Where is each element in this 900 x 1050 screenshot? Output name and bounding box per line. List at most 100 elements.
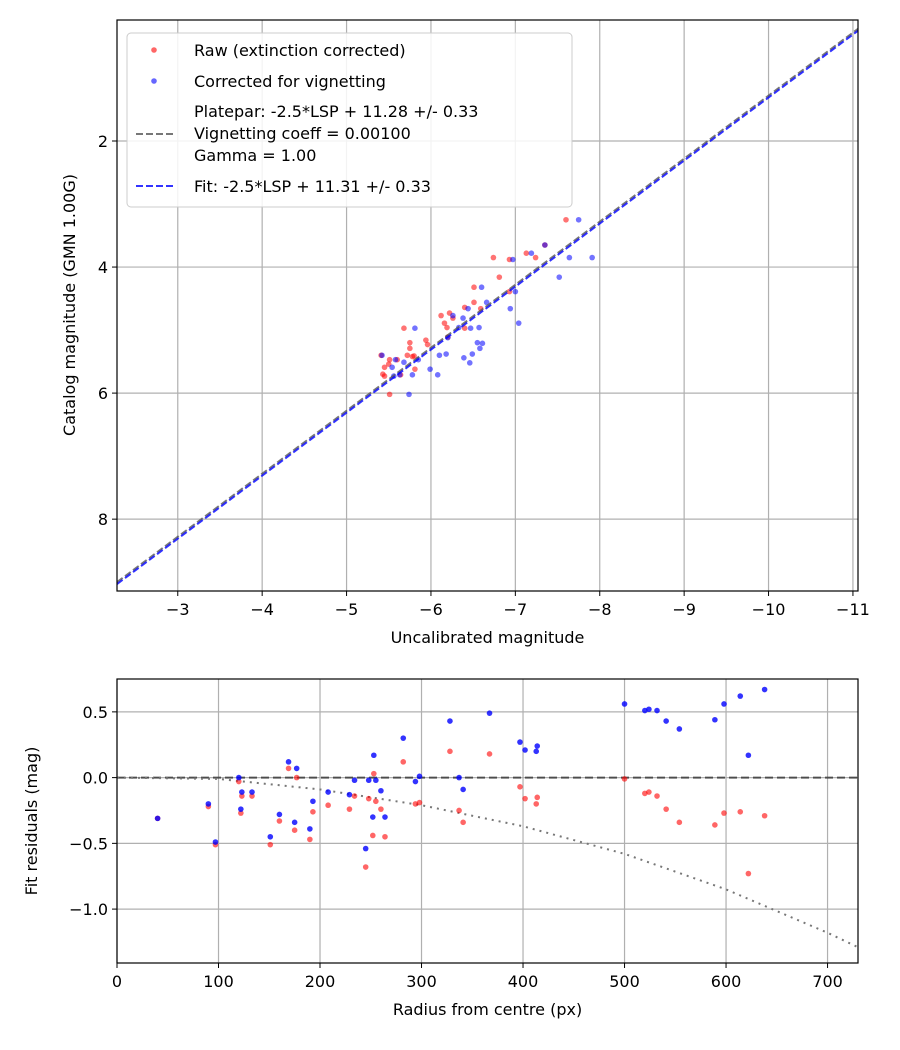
corrected-point	[515, 320, 522, 326]
raw-residual-point	[362, 864, 369, 870]
corrected-residual-point	[365, 777, 372, 784]
corrected-residual-point	[276, 811, 283, 818]
raw-point	[381, 364, 388, 371]
y-tick-label: 6	[98, 384, 108, 403]
raw-residual-point	[382, 833, 388, 840]
raw-residual-point	[663, 806, 669, 812]
corrected-residual-point	[533, 748, 540, 755]
raw-point	[441, 320, 448, 326]
y-tick-label: −0.5	[69, 834, 108, 853]
corrected-point	[566, 254, 573, 261]
corrected-residual-point	[416, 773, 423, 780]
corrected-residual-point	[663, 718, 669, 724]
corrected-point	[474, 339, 481, 346]
vignetting-curve	[117, 776, 858, 949]
raw-residual-point	[712, 822, 718, 828]
corrected-point	[436, 352, 443, 359]
raw-point	[563, 216, 569, 223]
corrected-residual-point	[486, 710, 493, 716]
corrected-residual-point	[373, 777, 379, 784]
raw-residual-point	[325, 802, 331, 809]
raw-residual-point	[533, 801, 540, 807]
x-tick-label: −10	[752, 600, 786, 619]
axes-frame	[116, 678, 859, 964]
raw-residual-point	[486, 751, 493, 757]
legend-gamma: Gamma = 1.00	[194, 146, 316, 165]
raw-residual-point	[371, 770, 377, 777]
corrected-point	[409, 372, 416, 378]
raw-point	[444, 324, 450, 331]
y-tick-label: 2	[98, 132, 108, 151]
x-tick-label: −3	[166, 600, 190, 619]
raw-point	[386, 356, 393, 363]
raw-point	[471, 284, 477, 291]
raw-residual-point	[378, 806, 384, 812]
corrected-point	[477, 345, 483, 352]
raw-point	[461, 325, 468, 331]
x-tick-label: 100	[203, 972, 234, 991]
corrected-point	[589, 254, 595, 261]
corrected-point	[379, 352, 385, 359]
corrected-point	[479, 340, 486, 347]
legend-marker-corrected	[151, 78, 157, 84]
corrected-residual-point	[205, 801, 212, 807]
raw-point	[523, 250, 530, 256]
legend-corrected: Corrected for vignetting	[194, 72, 386, 91]
corrected-point	[542, 242, 548, 248]
x-tick-label: −7	[504, 600, 528, 619]
raw-point	[381, 373, 388, 379]
x-tick-label: −4	[250, 600, 274, 619]
x-tick-label: −6	[419, 600, 443, 619]
raw-residual-point	[365, 795, 372, 802]
raw-residual-point	[460, 819, 466, 826]
raw-residual-point	[307, 836, 313, 843]
corrected-residual-point	[534, 743, 541, 749]
corrected-residual-point	[378, 787, 384, 794]
raw-residual-point	[346, 806, 353, 812]
corrected-residual-point	[310, 798, 316, 805]
raw-point	[438, 312, 444, 319]
y-tick-label: 4	[98, 258, 108, 277]
corrected-residual-point	[249, 789, 255, 795]
corrected-point	[476, 324, 482, 331]
raw-residual-point	[293, 774, 300, 781]
raw-point	[407, 345, 413, 352]
raw-residual-point	[400, 759, 407, 765]
corrected-residual-point	[737, 693, 744, 699]
raw-residual-point	[285, 765, 292, 772]
corrected-residual-point	[291, 819, 298, 826]
y-tick-label: 0.5	[83, 703, 108, 722]
raw-residual-point	[522, 795, 528, 802]
x-tick-label: 700	[812, 972, 843, 991]
corrected-residual-point	[646, 706, 652, 713]
corrected-residual-point	[517, 739, 523, 745]
corrected-residual-point	[522, 747, 528, 753]
corrected-point	[469, 351, 476, 357]
corrected-residual-point	[745, 752, 752, 759]
raw-residual-point	[654, 793, 660, 799]
corrected-point	[478, 284, 485, 291]
y-tick-label: 0.0	[83, 769, 108, 788]
corrected-point	[427, 366, 433, 372]
corrected-residual-point	[351, 777, 358, 784]
corrected-residual-point	[400, 735, 407, 741]
raw-residual-point	[351, 793, 358, 799]
raw-residual-point	[534, 794, 541, 801]
corrected-point	[575, 216, 582, 223]
raw-residual-point	[621, 776, 628, 782]
raw-point	[532, 254, 539, 261]
corrected-residual-point	[369, 814, 376, 820]
raw-residual-point	[646, 789, 652, 795]
corrected-residual-point	[712, 716, 718, 723]
raw-residual-point	[373, 798, 379, 805]
corrected-residual-point	[621, 701, 628, 707]
raw-residual-point	[310, 808, 316, 815]
corrected-point	[392, 356, 399, 363]
corrected-point	[507, 305, 514, 312]
x-tick-label: 600	[711, 972, 742, 991]
axes-frame	[116, 19, 859, 592]
corrected-point	[510, 256, 516, 263]
top-axes-catalog-vs-uncalibrated: −3 −4 −5 −6 −7 −8 −9 −10 −11 2 4 6 8 Uncalibrated mag…	[60, 19, 870, 647]
bottom-axes-residuals-vs-radius: 0 100 200 300 400 500 600 700 0.5 0.0 −0.5 −1.0 Radi…	[22, 678, 859, 1019]
corrected-residual-point	[239, 789, 245, 795]
